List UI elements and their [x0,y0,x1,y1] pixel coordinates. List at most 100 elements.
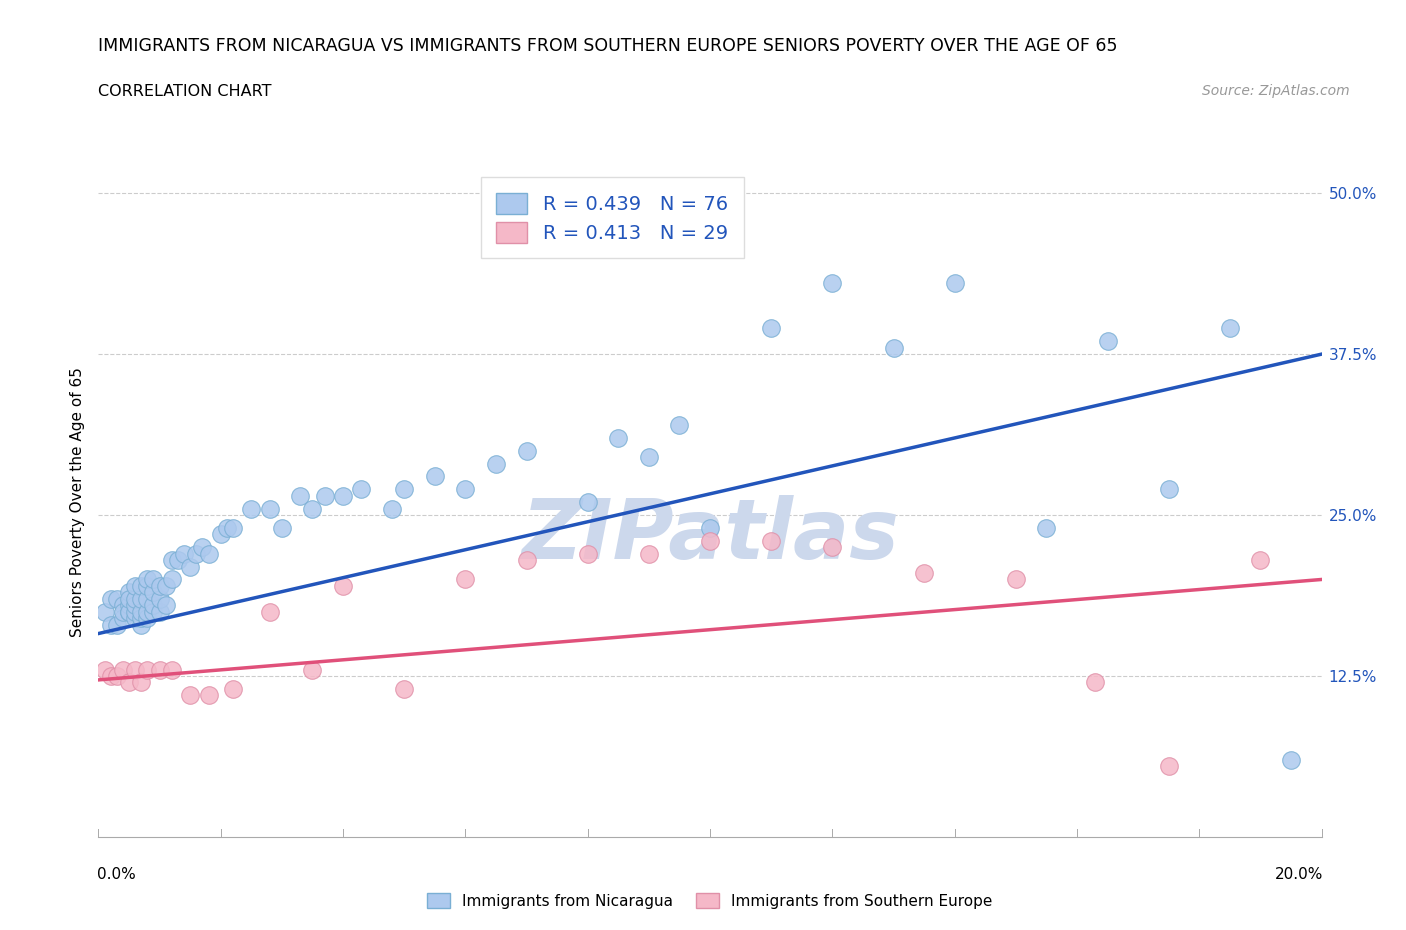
Point [209,527,232,542]
Point [142,585,165,600]
Point [314,488,336,503]
Point [100,618,122,632]
Point [155,598,177,613]
Point [111,611,134,626]
Point [259,501,281,516]
Point [186,546,208,561]
Point [136,591,159,606]
Point [485,456,508,471]
Point [155,578,177,593]
Point [100,669,122,684]
Point [136,662,159,677]
Text: 20.0%: 20.0% [1274,867,1323,883]
Point [149,591,172,606]
Point [883,340,905,355]
Point [454,482,477,497]
Point [105,591,128,606]
Point [215,521,238,536]
Point [454,572,477,587]
Text: IMMIGRANTS FROM NICARAGUA VS IMMIGRANTS FROM SOUTHERN EUROPE SENIORS POVERTY OVE: IMMIGRANTS FROM NICARAGUA VS IMMIGRANTS … [98,37,1118,55]
Point [136,611,159,626]
Point [167,552,190,567]
Point [392,482,416,497]
Point [129,591,152,606]
Point [821,539,844,554]
Point [912,565,935,580]
Point [699,534,721,549]
Point [259,604,281,619]
Point [142,572,165,587]
Point [149,662,172,677]
Point [129,675,152,690]
Point [124,662,146,677]
Point [1157,482,1180,497]
Point [118,604,141,619]
Point [576,546,599,561]
Point [124,591,146,606]
Point [332,488,354,503]
Point [136,604,159,619]
Point [160,572,183,587]
Point [516,444,538,458]
Point [149,578,172,593]
Point [943,276,966,291]
Point [637,450,661,465]
Point [129,578,152,593]
Point [136,572,159,587]
Point [1004,572,1026,587]
Point [160,662,183,677]
Point [301,501,323,516]
Point [191,539,214,554]
Point [759,321,782,336]
Point [105,618,128,632]
Point [350,482,373,497]
Point [290,488,312,503]
Point [222,521,245,536]
Point [118,675,141,690]
Point [124,578,146,593]
Point [516,552,538,567]
Point [111,662,134,677]
Point [392,682,416,697]
Point [222,682,245,697]
Point [240,501,263,516]
Point [637,546,661,561]
Point [1157,759,1180,774]
Point [173,546,195,561]
Point [1084,675,1107,690]
Point [759,534,782,549]
Text: Source: ZipAtlas.com: Source: ZipAtlas.com [1202,84,1350,98]
Point [124,611,146,626]
Point [197,546,219,561]
Point [1097,334,1119,349]
Legend: Immigrants from Nicaragua, Immigrants from Southern Europe: Immigrants from Nicaragua, Immigrants fr… [419,885,1001,916]
Point [179,688,201,703]
Point [93,604,115,619]
Point [118,591,141,606]
Point [124,598,146,613]
Point [1279,752,1302,767]
Point [118,604,141,619]
Point [129,604,152,619]
Y-axis label: Seniors Poverty Over the Age of 65: Seniors Poverty Over the Age of 65 [69,367,84,637]
Point [179,559,201,574]
Point [197,688,219,703]
Point [93,662,115,677]
Point [129,618,152,632]
Point [111,604,134,619]
Point [111,598,134,613]
Point [381,501,404,516]
Point [699,521,721,536]
Point [576,495,599,510]
Point [129,611,152,626]
Point [118,585,141,600]
Point [100,591,122,606]
Point [142,604,165,619]
Point [124,604,146,619]
Point [142,598,165,613]
Point [1249,552,1271,567]
Point [118,598,141,613]
Point [149,604,172,619]
Point [821,276,844,291]
Text: 0.0%: 0.0% [97,867,136,883]
